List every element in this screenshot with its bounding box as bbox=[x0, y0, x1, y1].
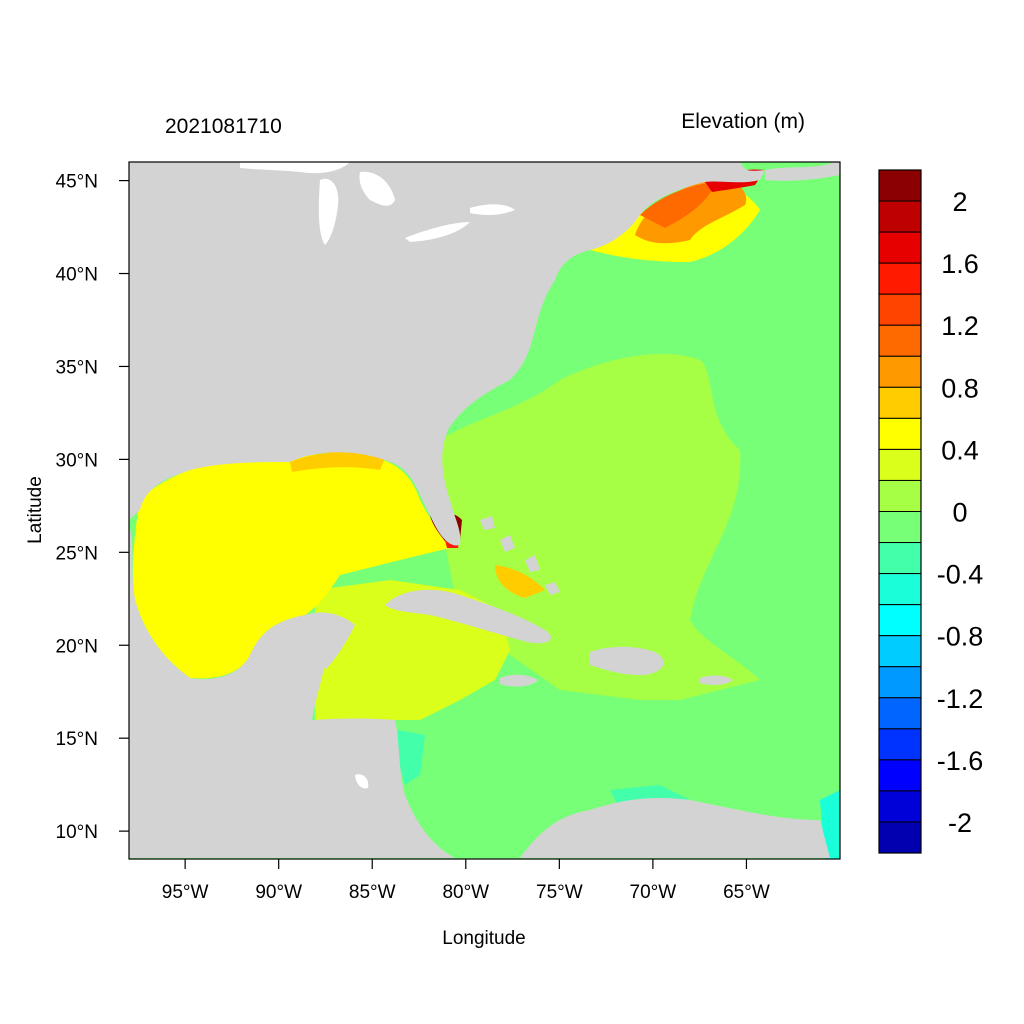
colorbar-swatch bbox=[878, 790, 922, 823]
x-axis-ticks: 95°W 90°W 85°W 80°W 75°W 70°W 65°W bbox=[162, 859, 770, 903]
colorbar-label: -1.2 bbox=[937, 684, 984, 714]
y-tick-label: 45°N bbox=[56, 172, 98, 193]
colorbar-swatch bbox=[878, 231, 922, 264]
y-tick-label: 15°N bbox=[56, 729, 98, 750]
y-tick-label: 25°N bbox=[56, 543, 98, 564]
colorbar-label: 0 bbox=[952, 498, 967, 528]
colorbar: 2 1.6 1.2 0.8 0.4 0 -0.4 -0.8 -1.2 -1.6 -2 bbox=[878, 169, 984, 854]
colorbar-swatch bbox=[878, 635, 922, 668]
lake-huron bbox=[359, 171, 395, 206]
colorbar-swatch bbox=[878, 479, 922, 513]
florida-bay-region bbox=[495, 565, 545, 598]
bahamas-landmass bbox=[480, 516, 560, 595]
colorbar-swatch bbox=[878, 511, 922, 544]
colorbar-swatch bbox=[878, 169, 922, 202]
x-tick-label: 80°W bbox=[442, 882, 489, 903]
colorbar-swatch bbox=[878, 542, 922, 575]
colorbar-swatch bbox=[878, 262, 922, 295]
y-tick-label: 10°N bbox=[56, 822, 98, 843]
y-tick-label: 40°N bbox=[56, 265, 98, 286]
y-tick-label: 35°N bbox=[56, 357, 98, 378]
x-tick-label: 85°W bbox=[349, 882, 396, 903]
puerto-rico-landmass bbox=[700, 675, 733, 685]
colorbar-label: 0.8 bbox=[941, 373, 979, 403]
colorbar-swatch bbox=[878, 697, 922, 730]
colorbar-swatch bbox=[878, 759, 922, 792]
x-tick-label: 75°W bbox=[536, 882, 583, 903]
y-tick-label: 30°N bbox=[56, 450, 98, 471]
colorbar-swatch bbox=[878, 821, 922, 854]
colorbar-swatch bbox=[878, 666, 922, 699]
colorbar-swatch bbox=[878, 200, 922, 233]
hispaniola-landmass bbox=[590, 646, 664, 676]
lake-erie bbox=[405, 222, 470, 242]
colorbar-label: 1.6 bbox=[941, 249, 979, 279]
nova-scotia-landmass bbox=[765, 162, 840, 181]
map-frame bbox=[128, 161, 841, 860]
x-tick-label: 70°W bbox=[630, 882, 677, 903]
colorbar-swatch bbox=[878, 573, 922, 606]
gulf-of-mexico-region bbox=[132, 453, 450, 679]
variable-title: Elevation (m) bbox=[681, 110, 805, 133]
colorbar-label: -0.4 bbox=[937, 560, 984, 590]
y-axis-ticks: 45°N 40°N 35°N 30°N 25°N 20°N 15°N 10°N bbox=[56, 172, 129, 843]
timestamp-label: 2021081710 bbox=[165, 115, 282, 138]
lake-ontario bbox=[470, 204, 515, 215]
western-atlantic-region bbox=[440, 353, 760, 700]
colorbar-swatch bbox=[878, 604, 922, 637]
colorbar-swatch bbox=[878, 728, 922, 761]
colorbar-label: -1.6 bbox=[937, 746, 984, 776]
colorbar-label: -2 bbox=[948, 808, 972, 838]
colorbar-swatch bbox=[878, 386, 922, 419]
x-tick-label: 95°W bbox=[162, 882, 209, 903]
x-axis-label: Longitude bbox=[442, 928, 525, 949]
colorbar-frame bbox=[878, 169, 922, 854]
y-axis-label: Latitude bbox=[25, 476, 46, 544]
colorbar-swatch bbox=[878, 324, 922, 357]
mexico-central-america-landmass bbox=[129, 525, 455, 858]
cuba-landmass bbox=[385, 589, 551, 644]
gulf-coastal-band bbox=[290, 451, 385, 472]
lake-superior bbox=[240, 162, 350, 174]
central-america-coast-region bbox=[398, 730, 425, 785]
colorbar-swatch bbox=[878, 355, 922, 388]
colorbar-swatch bbox=[878, 448, 922, 481]
lake-michigan bbox=[318, 178, 339, 245]
colorbar-swatch bbox=[878, 293, 922, 326]
colorbar-label: 2 bbox=[952, 187, 967, 217]
jamaica-landmass bbox=[500, 674, 538, 687]
colorbar-swatch bbox=[878, 417, 922, 450]
colorbar-label: 1.2 bbox=[941, 311, 979, 341]
south-america-landmass bbox=[520, 798, 830, 858]
north-america-landmass bbox=[129, 162, 765, 546]
y-tick-label: 20°N bbox=[56, 636, 98, 657]
x-tick-label: 65°W bbox=[723, 882, 770, 903]
gulf-of-maine-edge bbox=[640, 182, 715, 228]
map-panel bbox=[129, 162, 840, 859]
colorbar-label: 0.4 bbox=[941, 435, 979, 465]
lake-nicaragua bbox=[355, 774, 369, 789]
colorbar-label: -0.8 bbox=[937, 622, 984, 652]
x-tick-label: 90°W bbox=[255, 882, 302, 903]
yucatan-landmass bbox=[305, 612, 355, 670]
